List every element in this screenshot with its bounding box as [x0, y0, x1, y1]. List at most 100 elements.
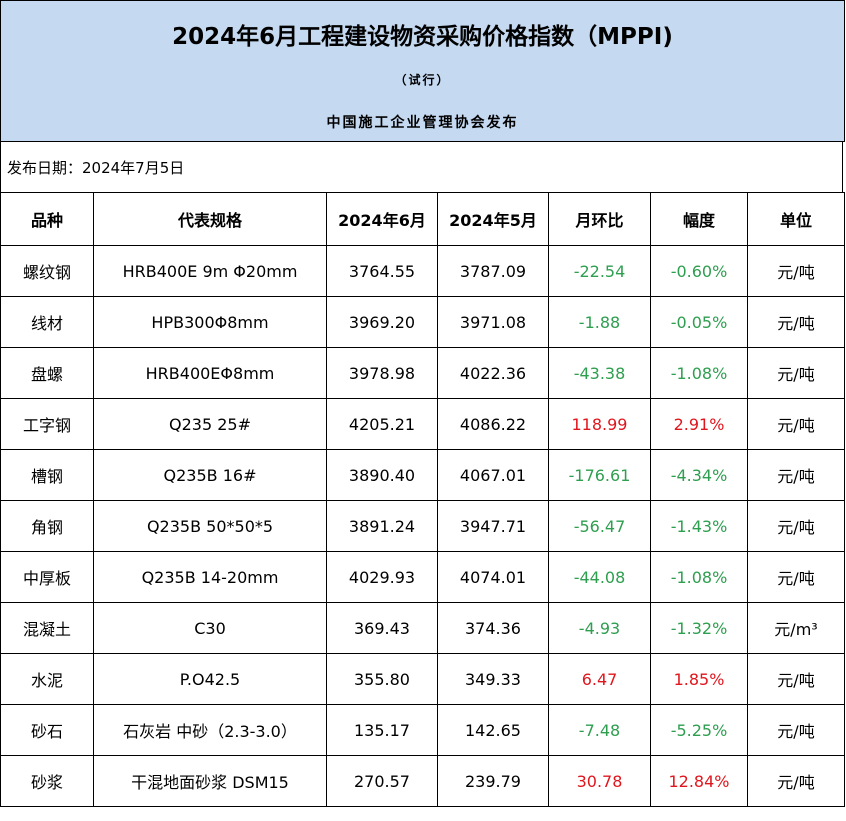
row-may-price: 4086.22 [437, 398, 549, 450]
row-variety: 盘螺 [0, 347, 94, 399]
column-header-june: 2024年6月 [326, 192, 438, 246]
row-unit: 元/吨 [747, 296, 845, 348]
row-mom-change: -44.08 [548, 551, 651, 603]
row-spec: 干混地面砂浆 DSM15 [93, 755, 327, 807]
row-may-price: 4067.01 [437, 449, 549, 501]
row-mom-change: 6.47 [548, 653, 651, 705]
row-mom-change: 30.78 [548, 755, 651, 807]
table-row: 中厚板 Q235B 14-20mm 4029.93 4074.01 -44.08 -1.0… [0, 551, 845, 603]
row-pct-change: -1.32% [650, 602, 748, 654]
row-june-price: 135.17 [326, 704, 438, 756]
row-pct-change: -5.25% [650, 704, 748, 756]
row-unit: 元/吨 [747, 449, 845, 501]
row-variety: 角钢 [0, 500, 94, 552]
row-may-price: 4074.01 [437, 551, 549, 603]
row-variety: 砂浆 [0, 755, 94, 807]
row-variety: 工字钢 [0, 398, 94, 450]
row-june-price: 369.43 [326, 602, 438, 654]
row-may-price: 3787.09 [437, 245, 549, 297]
release-date-row: 发布日期：2024年7月5日 [0, 141, 843, 192]
row-unit: 元/吨 [747, 347, 845, 399]
row-spec: 石灰岩 中砂（2.3-3.0） [93, 704, 327, 756]
row-may-price: 3971.08 [437, 296, 549, 348]
table-row: 角钢 Q235B 50*50*5 3891.24 3947.71 -56.47 -1.43… [0, 500, 845, 552]
column-header-spec: 代表规格 [93, 192, 327, 246]
column-header-may: 2024年5月 [437, 192, 549, 246]
row-may-price: 142.65 [437, 704, 549, 756]
row-june-price: 3764.55 [326, 245, 438, 297]
row-may-price: 4022.36 [437, 347, 549, 399]
row-unit: 元/吨 [747, 551, 845, 603]
table-row: 混凝土 C30 369.43 374.36 -4.93 -1.32% 元/m³ [0, 602, 845, 654]
row-spec: Q235B 16# [93, 449, 327, 501]
row-mom-change: -7.48 [548, 704, 651, 756]
table-row: 螺纹钢 HRB400E 9m Φ20mm 3764.55 3787.09 -22.54-… [0, 245, 845, 297]
subtitle: （试行） [394, 73, 451, 87]
row-mom-change: -56.47 [548, 500, 651, 552]
row-variety: 砂石 [0, 704, 94, 756]
table-row: 线材 HPB300Φ8mm 3969.20 3971.08 -1.88 -0.05% 元/吨 [0, 296, 845, 348]
row-mom-change: -22.54 [548, 245, 651, 297]
row-may-price: 349.33 [437, 653, 549, 705]
row-mom-change: -43.38 [548, 347, 651, 399]
row-unit: 元/吨 [747, 755, 845, 807]
row-spec: HPB300Φ8mm [93, 296, 327, 348]
row-may-price: 374.36 [437, 602, 549, 654]
release-date: 发布日期：2024年7月5日 [7, 159, 185, 177]
row-may-price: 239.79 [437, 755, 549, 807]
table-row: 砂浆 干混地面砂浆 DSM15 270.57 239.79 30.78 12.84% 元/吨 [0, 755, 845, 807]
row-variety: 混凝土 [0, 602, 94, 654]
issuer-line: 中国施工企业管理协会发布 [326, 115, 519, 131]
row-pct-change: -1.08% [650, 347, 748, 399]
row-variety: 线材 [0, 296, 94, 348]
row-pct-change: -4.34% [650, 449, 748, 501]
row-unit: 元/吨 [747, 704, 845, 756]
row-june-price: 3978.98 [326, 347, 438, 399]
row-unit: 元/吨 [747, 245, 845, 297]
column-header-mom: 月环比 [548, 192, 651, 246]
row-pct-change: -0.05% [650, 296, 748, 348]
row-june-price: 3891.24 [326, 500, 438, 552]
row-spec: C30 [93, 602, 327, 654]
row-pct-change: -1.43% [650, 500, 748, 552]
header-banner: 2024年6月工程建设物资采购价格指数（MPPI) （试行） 中国施工企业管理协… [0, 0, 845, 142]
row-mom-change: -176.61 [548, 449, 651, 501]
table-row: 盘螺 HRB400EΦ8mm 3978.98 4022.36 -43.38 -1.08% 元… [0, 347, 845, 399]
row-mom-change: -1.88 [548, 296, 651, 348]
row-mom-change: -4.93 [548, 602, 651, 654]
row-june-price: 3890.40 [326, 449, 438, 501]
row-pct-change: 1.85% [650, 653, 748, 705]
column-header-variety: 品种 [0, 192, 94, 246]
row-spec: Q235 25# [93, 398, 327, 450]
row-pct-change: -1.08% [650, 551, 748, 603]
row-june-price: 4029.93 [326, 551, 438, 603]
price-table: 品种 代表规格 2024年6月 2024年5月 月环比 幅度 单位 螺纹钢 HRB… [0, 192, 845, 807]
row-spec: Q235B 14-20mm [93, 551, 327, 603]
row-june-price: 4205.21 [326, 398, 438, 450]
page-title: 2024年6月工程建设物资采购价格指数（MPPI) [172, 24, 673, 50]
row-variety: 槽钢 [0, 449, 94, 501]
row-unit: 元/吨 [747, 653, 845, 705]
column-header-pct: 幅度 [650, 192, 748, 246]
row-spec: P.O42.5 [93, 653, 327, 705]
row-pct-change: 2.91% [650, 398, 748, 450]
row-pct-change: -0.60% [650, 245, 748, 297]
row-may-price: 3947.71 [437, 500, 549, 552]
table-row: 砂石 石灰岩 中砂（2.3-3.0） 135.17 142.65 -7.48 -5.25%… [0, 704, 845, 756]
row-spec: HRB400EΦ8mm [93, 347, 327, 399]
row-unit: 元/吨 [747, 500, 845, 552]
row-june-price: 355.80 [326, 653, 438, 705]
table-body: 螺纹钢 HRB400E 9m Φ20mm 3764.55 3787.09 -22.54-… [0, 245, 845, 807]
row-mom-change: 118.99 [548, 398, 651, 450]
row-june-price: 3969.20 [326, 296, 438, 348]
row-spec: HRB400E 9m Φ20mm [93, 245, 327, 297]
row-unit: 元/m³ [747, 602, 845, 654]
table-row: 水泥 P.O42.5 355.80 349.33 6.47 1.85% 元/吨 [0, 653, 845, 705]
row-variety: 螺纹钢 [0, 245, 94, 297]
row-unit: 元/吨 [747, 398, 845, 450]
row-pct-change: 12.84% [650, 755, 748, 807]
table-row: 槽钢 Q235B 16# 3890.40 4067.01 -176.61 -4.34% 元/… [0, 449, 845, 501]
row-variety: 水泥 [0, 653, 94, 705]
row-june-price: 270.57 [326, 755, 438, 807]
